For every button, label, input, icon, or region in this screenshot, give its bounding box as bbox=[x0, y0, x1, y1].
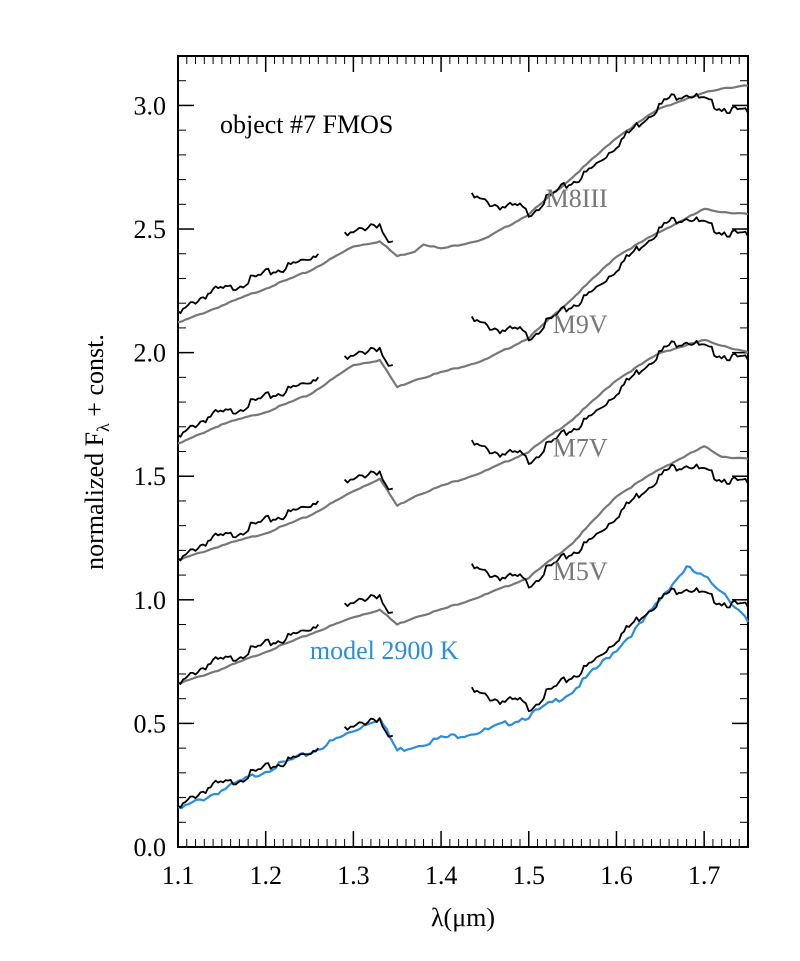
observed-spectrum-offset-0.5-segment-0 bbox=[177, 623, 320, 685]
observed-spectrum-offset-1-segment-0 bbox=[177, 500, 320, 562]
observed-spectrum-offset-0.5-segment-2 bbox=[471, 463, 749, 589]
y-axis-title-main: normalized F bbox=[80, 432, 109, 570]
y-tick-label: 2.0 bbox=[134, 339, 167, 368]
template-line-m9v bbox=[177, 207, 749, 445]
plot-frame bbox=[177, 55, 749, 848]
axis-ticks bbox=[177, 55, 749, 848]
observed-spectrum-offset-1-segment-1 bbox=[343, 470, 394, 491]
observed-spectrum-offset-2-segment-0 bbox=[177, 253, 320, 315]
y-tick-label: 1.0 bbox=[134, 586, 167, 615]
x-tick-label: 1.1 bbox=[162, 861, 195, 890]
observed-spectrum-offset-0-segment-2 bbox=[471, 587, 749, 713]
chart-title: object #7 FMOS bbox=[220, 110, 393, 139]
template-line-m8iii bbox=[177, 84, 749, 324]
y-axis-title-tail: + const. bbox=[80, 334, 109, 423]
observed-spectrum-offset-1.5-segment-0 bbox=[177, 376, 320, 438]
x-tick-label: 1.2 bbox=[249, 861, 282, 890]
x-tick-label: 1.5 bbox=[513, 861, 546, 890]
observed-spectrum-offset-0.5-segment-1 bbox=[343, 594, 394, 614]
template-line-m5v bbox=[177, 445, 749, 685]
observed-spectrum-offset-1.5-segment-1 bbox=[343, 346, 394, 367]
y-axis-title-sub: λ bbox=[93, 423, 113, 432]
template-line-model-2900-k bbox=[177, 565, 749, 810]
template-line-m7v bbox=[177, 338, 749, 561]
series-label-m7v: M7V bbox=[553, 433, 608, 462]
tick-labels: 1.1 1.2 1.3 1.4 1.5 1.6 1.7 0.0 0.5 1.0 1.5 2.0 2.5 3… bbox=[134, 91, 721, 890]
series-label-model-2900-k: model 2900 K bbox=[310, 636, 459, 665]
x-axis-title: λ(μm) bbox=[431, 903, 495, 932]
observed-spectrum-offset-0-segment-0 bbox=[177, 747, 320, 809]
y-axis-title: normalized Fλ + const. bbox=[80, 334, 113, 570]
series-label-m5v: M5V bbox=[553, 557, 608, 586]
observed-spectrum-offset-1-segment-2 bbox=[471, 340, 749, 465]
observed-spectrum-offset-2-segment-2 bbox=[471, 92, 749, 218]
x-tick-label: 1.6 bbox=[600, 861, 633, 890]
y-tick-label: 1.5 bbox=[134, 462, 167, 491]
y-tick-label: 2.5 bbox=[134, 215, 167, 244]
series-layer bbox=[177, 84, 749, 810]
x-tick-label: 1.7 bbox=[688, 861, 721, 890]
series-label-m8iii: M8III bbox=[546, 184, 608, 213]
y-tick-label: 0.0 bbox=[134, 833, 167, 862]
series-labels: model 2900 K M5V M7V M9V M8III bbox=[310, 184, 608, 665]
y-tick-label: 3.0 bbox=[134, 91, 167, 120]
observed-spectrum-offset-0-segment-1 bbox=[343, 717, 394, 738]
x-tick-label: 1.4 bbox=[425, 861, 458, 890]
observed-spectrum-offset-1.5-segment-2 bbox=[471, 216, 749, 342]
observed-spectrum-offset-2-segment-1 bbox=[343, 223, 394, 244]
y-tick-label: 0.5 bbox=[134, 709, 167, 738]
series-label-m9v: M9V bbox=[553, 310, 608, 339]
x-tick-label: 1.3 bbox=[337, 861, 370, 890]
